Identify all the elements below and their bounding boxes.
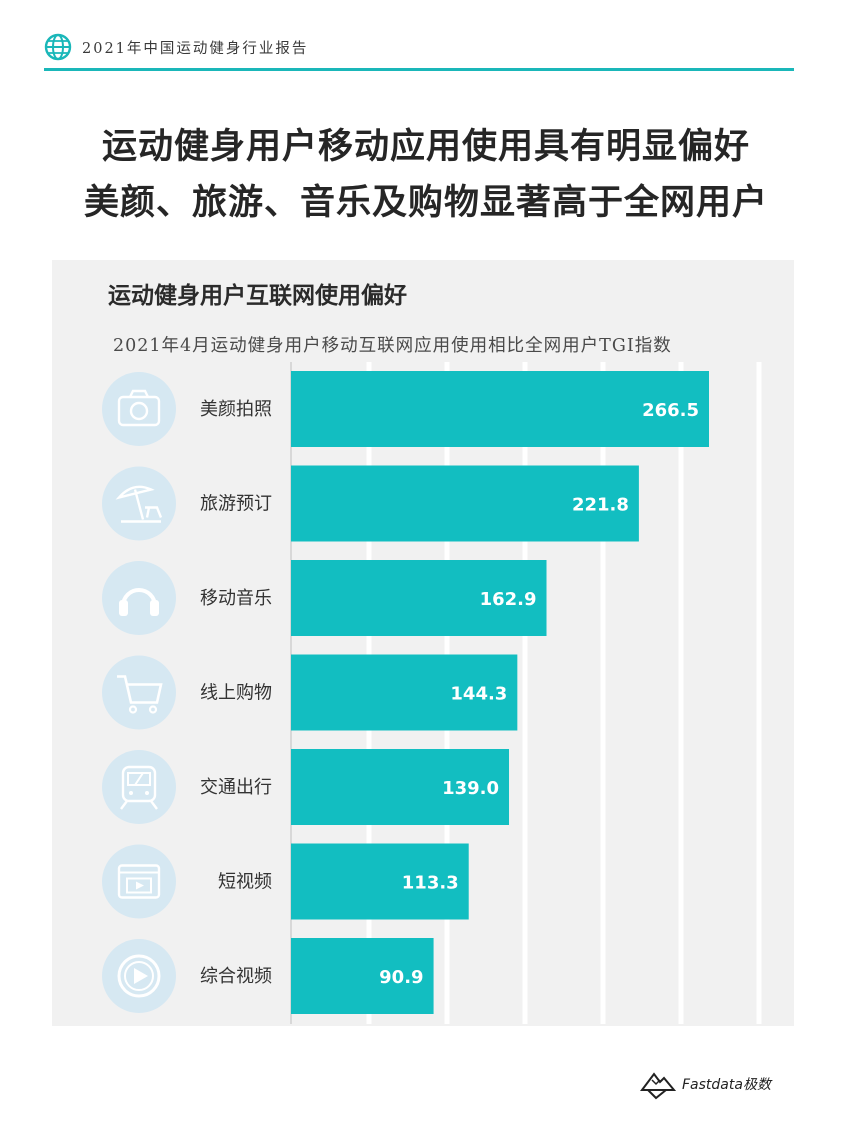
globe-icon — [44, 33, 72, 61]
bar-value-label: 221.8 — [572, 495, 629, 516]
camera-icon — [102, 372, 176, 446]
category-label: 美颜拍照 — [200, 399, 272, 420]
chart-title: 运动健身用户互联网使用偏好 — [108, 283, 407, 309]
train-icon — [102, 750, 176, 824]
bar — [291, 843, 469, 920]
report-title: 2021年中国运动健身行业报告 — [82, 41, 309, 57]
bar — [291, 749, 510, 825]
bar-value-label: 113.3 — [402, 873, 459, 894]
bar-value-label: 139.0 — [442, 778, 499, 799]
chart-subtitle: 2021年4月运动健身用户移动互联网应用使用相比全网用户TGI指数 — [113, 336, 672, 356]
headline-line-2: 美颜、旅游、音乐及购物显著高于全网用户 — [83, 183, 768, 223]
category-label: 旅游预订 — [200, 494, 272, 515]
bar — [291, 938, 434, 1014]
header-divider — [44, 68, 794, 71]
beach-umbrella-icon — [102, 466, 176, 541]
brand-logo: Fastdata极数 — [640, 1068, 810, 1102]
bar — [291, 560, 547, 636]
shopping-cart-icon — [102, 655, 176, 730]
category-label: 交通出行 — [200, 777, 272, 798]
mountain-logo-icon — [640, 1072, 676, 1100]
bar — [291, 654, 518, 731]
bar-value-label: 144.3 — [450, 684, 507, 705]
play-button-icon — [102, 939, 176, 1013]
bar-value-label: 266.5 — [642, 400, 699, 421]
bar-value-label: 162.9 — [480, 589, 537, 610]
video-player-icon — [102, 844, 176, 919]
category-label: 短视频 — [218, 872, 272, 893]
headline-line-1: 运动健身用户移动应用使用具有明显偏好 — [101, 127, 750, 167]
bar-value-label: 90.9 — [379, 967, 423, 988]
report-header: 2021年中国运动健身行业报告 — [44, 33, 794, 69]
category-label: 线上购物 — [200, 683, 272, 704]
brand-name: Fastdata极数 — [682, 1077, 771, 1093]
bar — [291, 371, 709, 447]
category-label: 综合视频 — [200, 966, 272, 987]
bar — [291, 465, 639, 542]
category-label: 移动音乐 — [200, 588, 272, 609]
headphones-icon — [102, 561, 176, 635]
